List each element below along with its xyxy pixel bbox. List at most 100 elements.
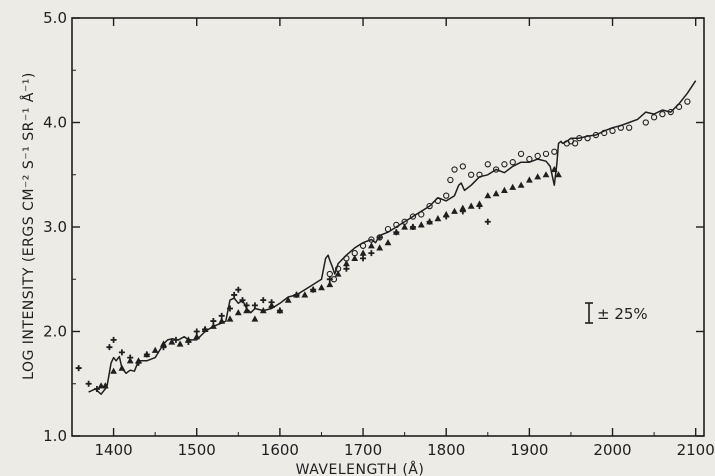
plus-point [393,229,400,236]
circle-point [592,131,600,139]
x-tick-label: 1400 [94,441,132,459]
triangle-point [492,190,500,197]
triangle-point [368,242,375,249]
circle-point [501,161,508,168]
circle-point [443,192,450,199]
circle-point [584,135,591,142]
triangle-point [451,207,458,214]
circle-point [368,236,375,243]
plus-point [172,336,179,343]
plus-point [75,365,82,372]
circle-point [426,202,433,210]
triangle-point [351,254,359,261]
triangle-point [526,176,533,183]
plus-point [227,305,233,312]
error-bar-label: ± 25% [597,305,648,323]
circle-point [447,176,454,184]
plus-point [276,307,283,314]
plus-point [235,286,242,293]
circle-point [617,124,624,131]
circle-point [393,221,400,229]
triangle-point [151,346,159,353]
triangle-point [284,296,292,303]
x-tick-label: 1600 [261,441,299,459]
triangle-point [384,239,392,246]
triangle-point [501,186,508,193]
circle-point [434,197,442,205]
plus-point [231,291,238,298]
plus-point [459,208,466,215]
circle-point [384,225,392,233]
x-tick-label: 1500 [178,441,216,459]
triangle-point [118,364,126,371]
circle-point [576,135,583,142]
plus-point [239,297,246,304]
circle-point [542,150,550,157]
plus-point [376,234,383,241]
plus-point [426,218,433,225]
circle-point [667,108,674,116]
triangle-point [334,270,342,277]
plus-point [243,302,250,309]
plus-point [293,291,300,298]
plus-point [476,203,483,210]
plus-point [326,276,333,283]
plus-point [484,218,491,225]
plus-point [160,344,167,351]
y-tick-label: 5.0 [43,9,67,27]
triangle-point [459,204,467,211]
plus-point [409,224,416,230]
x-tick-label: 1800 [427,441,465,459]
x-tick-label: 2100 [677,441,715,459]
circle-point [684,98,691,105]
triangle-point [517,181,525,188]
triangle-point [210,322,217,329]
circle-point [626,124,633,131]
plus-point [106,344,113,351]
y-tick-label: 4.0 [43,114,67,132]
circle-point [492,166,500,173]
triangle-point [259,307,267,314]
triangle-point [101,382,109,389]
triangle-point [168,338,176,345]
plus-point [443,213,450,220]
circle-point [551,148,558,155]
plus-point [118,349,125,356]
plus-point [127,354,134,361]
y-axis-title: LOG INTENSITY (ERGS CM⁻² S⁻¹ SR⁻¹ Å⁻¹) [20,72,37,380]
circle-point [609,127,616,135]
circle-point [642,119,649,126]
plus-point [135,359,142,366]
model-curve-line [88,80,697,395]
triangle-point [534,173,542,180]
plus-point [343,265,350,272]
circle-point [326,270,333,278]
circle-point [517,150,525,157]
triangle-point [176,340,184,347]
plus-point [368,250,375,257]
triangle-point [343,260,350,267]
triangle-point [160,340,167,347]
x-axis-title: WAVELENGTH (Å) [296,461,425,476]
triangle-point [193,333,201,340]
triangle-point [326,280,334,288]
triangle-point [301,291,309,298]
circle-point [571,140,579,147]
series-layer [75,80,697,395]
plus-point [218,312,225,319]
circle-point [476,171,483,178]
plus-point [143,351,150,358]
circle-point [601,129,608,137]
triangle-point [542,171,550,178]
circle-point [359,242,367,249]
y-tick-label: 2.0 [43,323,67,341]
circle-point [468,171,475,178]
plus-point [360,255,367,262]
triangle-point [401,223,408,230]
triangle-point [226,315,234,322]
triangle-point [555,171,562,178]
x-tick-label: 1900 [510,441,548,459]
circle-point [459,163,466,170]
y-axis-ticks: 1.0 2.0 3.0 4.0 5.0 [43,9,704,445]
